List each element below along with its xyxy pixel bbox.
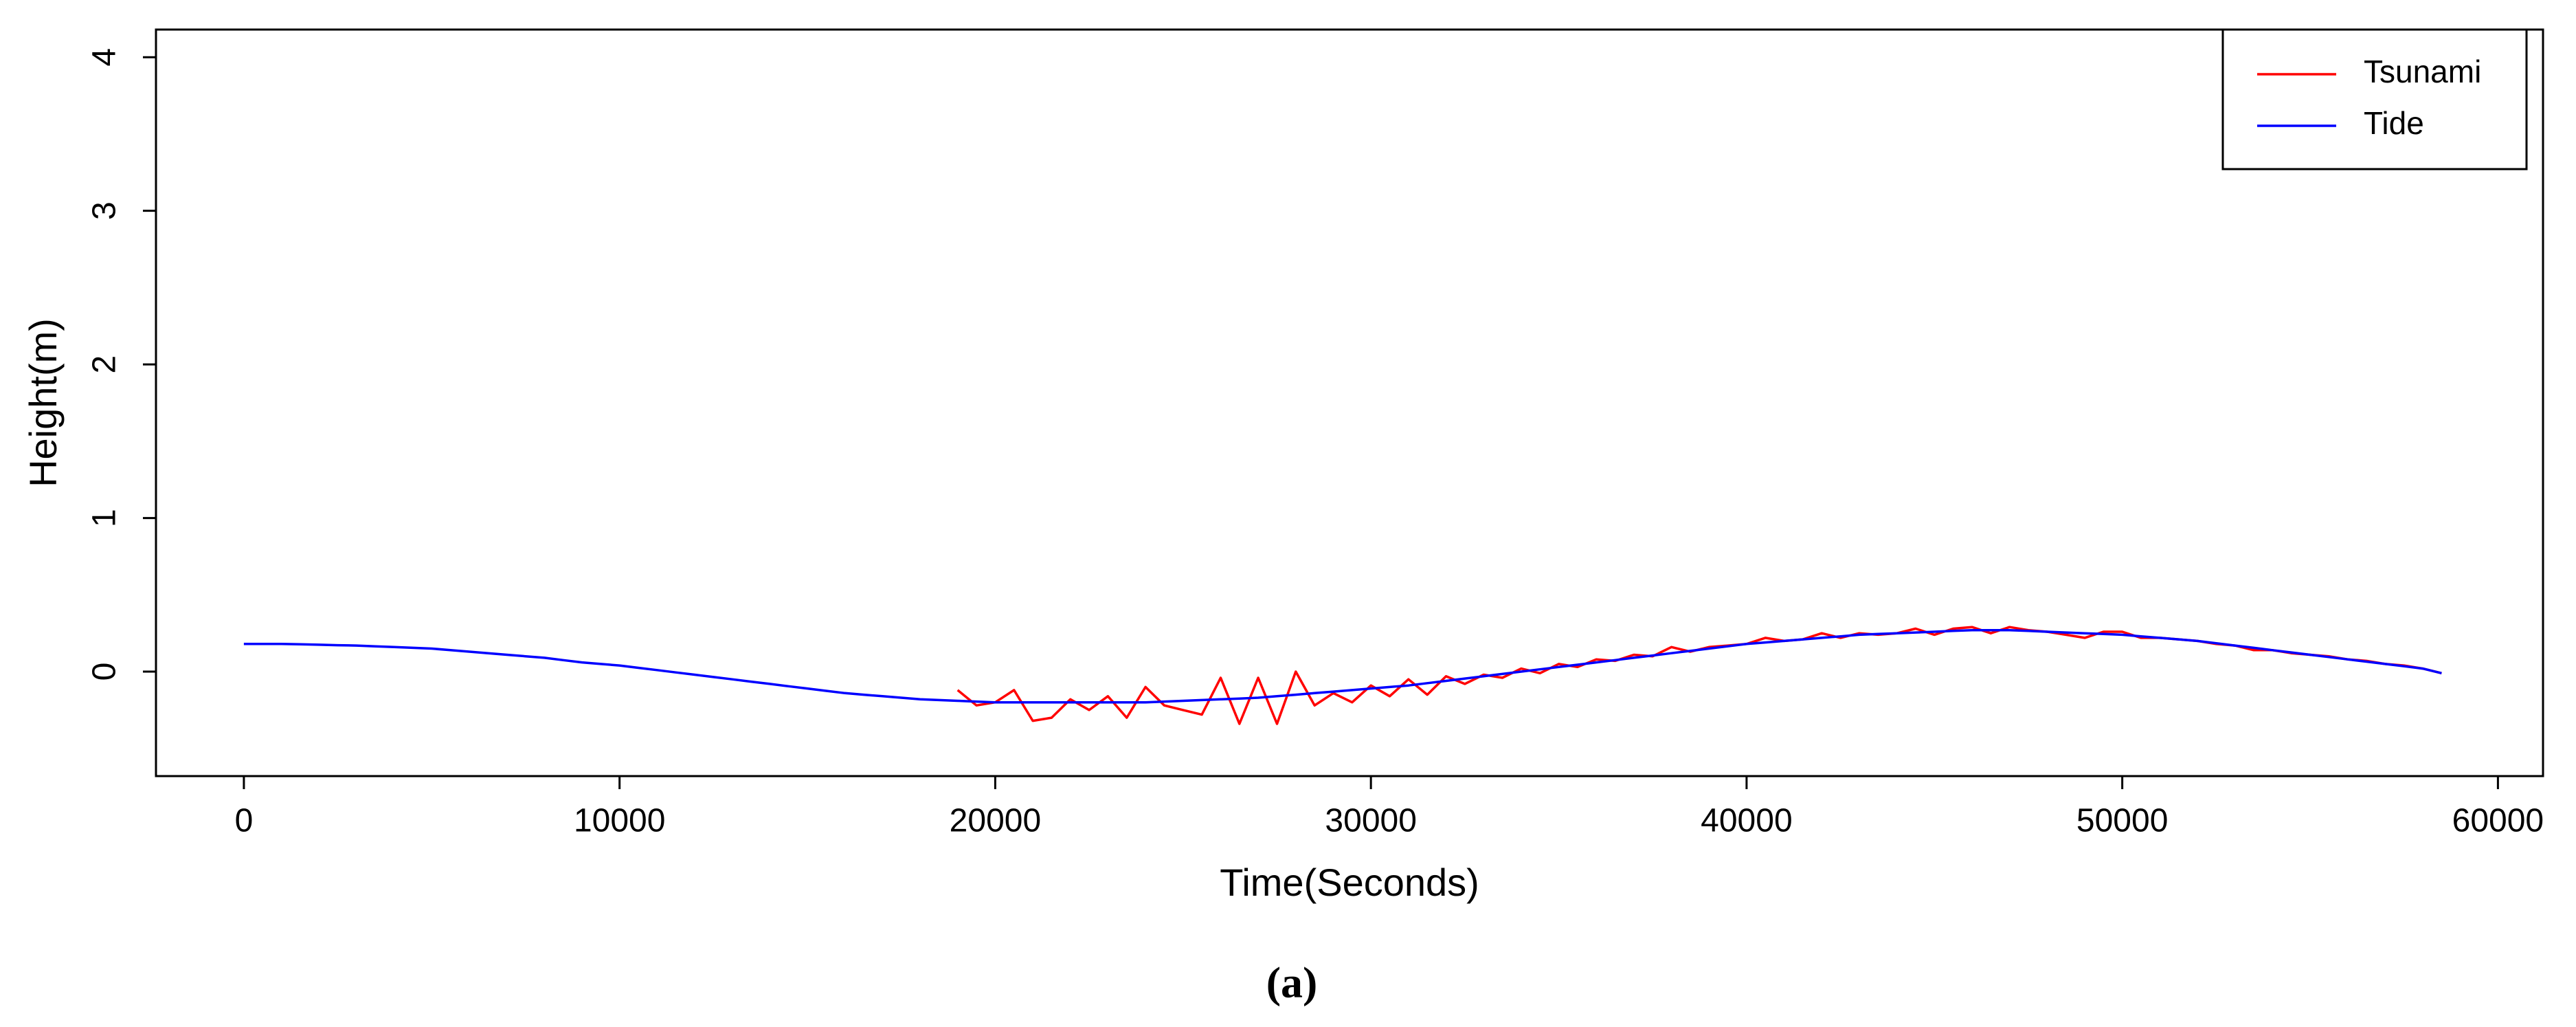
x-tick-label: 20000 [950, 803, 1041, 839]
y-tick-label: 1 [87, 509, 123, 527]
y-tick-label: 3 [87, 201, 123, 220]
series-line [243, 628, 2442, 704]
series-line [956, 626, 2442, 725]
y-tick-label: 2 [87, 355, 123, 374]
x-tick-label: 30000 [1325, 803, 1416, 839]
x-tick-label: 0 [235, 803, 254, 839]
x-tick-label: 50000 [2076, 803, 2168, 839]
x-tick-label: 60000 [2452, 803, 2544, 839]
legend-label: Tide [2364, 105, 2424, 141]
x-axis-title: Time(Seconds) [1220, 861, 1479, 904]
legend-box [2221, 28, 2528, 170]
y-axis-title: Height(m) [21, 318, 65, 487]
y-tick-label: 0 [87, 663, 123, 681]
legend-label: Tsunami [2364, 54, 2481, 89]
y-tick-label: 4 [87, 48, 123, 67]
x-tick-label: 40000 [1701, 803, 1792, 839]
x-tick-label: 10000 [574, 803, 665, 839]
caption: (a) [1266, 958, 1318, 1007]
plot-frame [155, 28, 2544, 777]
